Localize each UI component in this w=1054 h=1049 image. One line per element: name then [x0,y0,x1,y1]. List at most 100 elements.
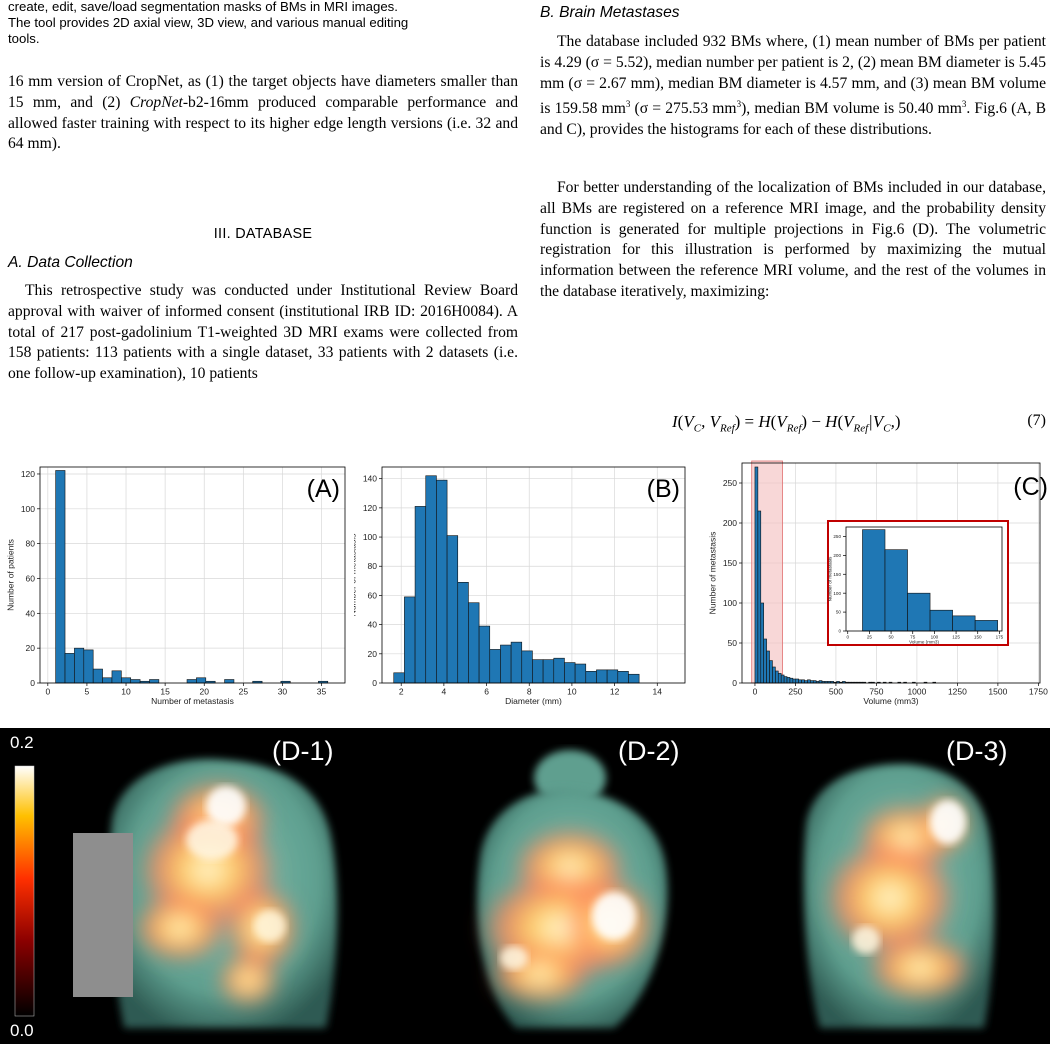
chart-c-inset-xtick-label-3: 75 [910,635,916,640]
figure-caption-continuation: create, edit, save/load segmentation mas… [8,0,520,47]
chart-c-inset-ytick-label-0: 0 [838,629,841,634]
chart-b-xtick-label-4: 10 [567,687,577,697]
chart-a-bar-14 [186,679,197,684]
chart-c-xtick-label-7: 1750 [1029,687,1048,697]
chart-b-xtick-label-6: 14 [653,687,663,697]
chart-a-bar-18 [224,679,235,684]
chart-c-inset-xtick-label-2: 50 [889,635,895,640]
chart-c-bar-10 [783,676,788,684]
chart-b-bar-13 [532,659,544,684]
brain-projection-d3: (D-3) [803,736,1008,1028]
chart-c-inset-group: 0 25 50 75 100 125 150 175 0 50 100 150 200 250 Volume… [828,526,1004,645]
colorbar-min-label: 0.0 [10,1021,34,1040]
caption-line-1: create, edit, save/load segmentation mas… [8,0,398,14]
chart-b-bar-0 [393,672,405,684]
chart-c-inset-xlabel: Volume (mm3) [909,640,939,645]
chart-a-ytick-label-2: 40 [26,608,36,618]
chart-b-ytick-label-6: 120 [363,503,377,513]
chart-b-ytick-label-3: 60 [368,590,378,600]
chart-a-ytick-label-3: 60 [26,573,36,583]
brain-projection-d1: (D-1) [73,736,338,1028]
chart-a-bar-6 [111,670,122,684]
panel-label-d2: (D-2) [618,736,680,766]
chart-b-ytick-label-2: 40 [368,620,378,630]
chart-a-bar-2 [74,647,85,684]
chart-a-plot-frame [39,466,346,684]
chart-c-xtick-label-5: 1250 [948,687,967,697]
chart-c-xtick-label-6: 1500 [988,687,1007,697]
chart-c-bar-15 [798,679,802,684]
chart-b-xtick-label-3: 8 [527,687,532,697]
gray-placeholder-box [73,833,133,997]
chart-a-xtick-label-3: 15 [160,687,170,697]
equation-body: I(VC, VRef) = H(VRef) − H(VRef|VC,) [672,412,901,435]
chart-a-ylabel: Number of patients [6,539,16,611]
chart-c-bar-2 [760,602,765,684]
chart-c-inset-ytick-label-4: 200 [833,553,841,558]
section-title-database: III. DATABASE [213,226,313,242]
chart-b-ylabel: Number of metastasis [354,534,358,617]
chart-c-inset-xtick-label-7: 175 [996,635,1004,640]
brain-projections-image: 0.2 0.0 (D-1) [10,733,1008,1040]
colorbar-max-label: 0.2 [10,733,34,752]
histogram-panel-c: 0 250 500 750 1000 1250 1500 175005010015020025… [708,460,1048,706]
paragraph-cropnet: 16 mm version of CropNet, as (1) the tar… [8,73,518,153]
chart-a-panel-label: (A) [307,475,340,503]
chart-b-ytick-label-7: 140 [363,474,377,484]
chart-b-bar-20 [606,669,619,684]
chart-b-bar-6 [457,581,469,684]
chart-b-ytick-label-0: 0 [372,678,377,688]
chart-a-xtick-label-2: 10 [121,687,131,697]
chart-c-ytick-label-3: 150 [723,558,737,568]
chart-c-xlabel: Volume (mm3) [863,696,918,706]
chart-c-bar-8 [777,673,782,684]
chart-c-inset-xtick-label-1: 25 [867,635,873,640]
chart-c-plot-frame [741,462,1041,684]
subsection-title-data-collection: A. Data Collection [8,254,133,271]
chart-b-panel-label: (B) [647,475,680,503]
chart-c-ytick-label-2: 100 [723,598,737,608]
chart-c-bar-16 [801,679,805,684]
chart-c-bar-11 [786,677,791,684]
chart-a-bar-4 [92,668,103,684]
chart-b-xtick-label-1: 4 [442,687,447,697]
chart-a-bar-15 [196,677,207,684]
brain-projection-d2: (D-2) [477,736,680,1028]
chart-a-xtick-label-6: 30 [278,687,288,697]
chart-b-plot-frame [381,466,686,684]
chart-b-ytick-label-4: 80 [368,561,378,571]
chart-c-inset-bar-4 [952,615,976,632]
chart-c-inset-xtick-label-6: 150 [974,635,982,640]
chart-a-bar-8 [130,679,141,684]
chart-c-bar-12 [789,677,794,684]
equation-7: I(VC, VRef) = H(VRef) − H(VRef|VC,) (7) [540,412,1046,438]
chart-b-bar-12 [521,650,533,684]
chart-c-panel-label: (C) [1013,473,1048,501]
chart-a-bar-1 [64,653,75,684]
paragraph-brain-metastases: The database included 932 BMs where, (1)… [540,33,1046,139]
chart-a-bar-10 [149,679,160,684]
chart-a-xtick-label-5: 25 [239,687,249,697]
chart-b-bar-16 [564,662,576,684]
chart-c-inset-bar-5 [974,620,998,632]
chart-c-bar-6 [772,666,776,684]
subsection-title-brain-metastases: B. Brain Metastases [540,4,680,21]
chart-c-bar-4 [766,650,770,684]
chart-b-bar-17 [574,663,587,684]
chart-a-xtick-label-4: 20 [199,687,209,697]
chart-b-bar-18 [585,671,597,684]
chart-a-ytick-label-5: 100 [21,504,35,514]
chart-c-inset-xtick-label-5: 125 [952,635,960,640]
chart-b-xlabel: Diameter (mm) [505,696,562,706]
chart-a-group: 0 5 10 15 20 25 30 35 0 20 40 60 80 100 120 Number of m… [6,466,346,706]
chart-a-ytick-label-6: 120 [21,469,35,479]
chart-c-inset-ytick-label-3: 150 [833,572,841,577]
chart-b-bar-19 [596,669,608,684]
chart-a-ytick-label-4: 80 [26,539,36,549]
chart-c-xtick-label-2: 500 [829,687,843,697]
chart-c-bar-14 [795,678,799,684]
chart-a-bar-5 [102,677,113,684]
equation-number: (7) [1027,412,1046,429]
